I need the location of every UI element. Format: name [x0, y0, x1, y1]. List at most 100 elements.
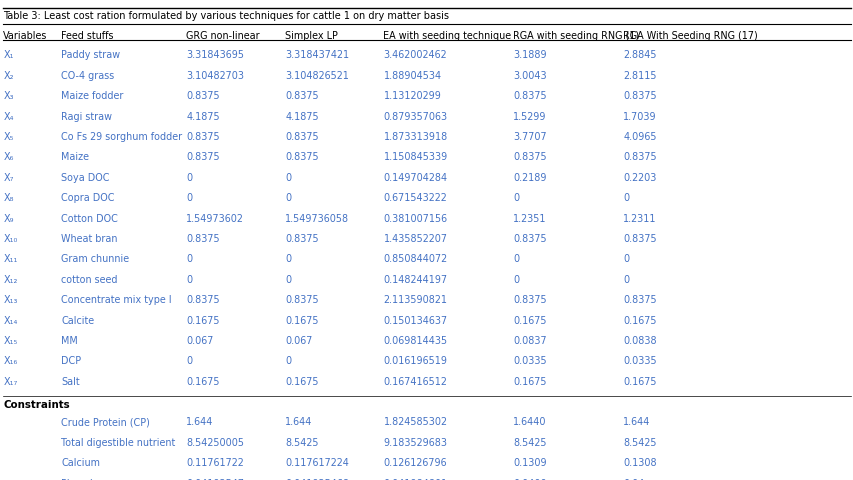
- Text: cotton seed: cotton seed: [61, 275, 118, 285]
- Text: 0.1675: 0.1675: [186, 377, 219, 387]
- Text: X₁₂: X₁₂: [3, 275, 18, 285]
- Text: 0.1675: 0.1675: [285, 316, 318, 325]
- Text: Calcium: Calcium: [61, 458, 101, 468]
- Text: 8.54250005: 8.54250005: [186, 438, 244, 448]
- Text: 0.8375: 0.8375: [186, 132, 219, 142]
- Text: 0.381007156: 0.381007156: [383, 214, 447, 224]
- Text: 3.0043: 3.0043: [513, 71, 546, 81]
- Text: EA with seeding technique: EA with seeding technique: [383, 31, 511, 41]
- Text: 0.8375: 0.8375: [186, 153, 219, 162]
- Text: 0.8375: 0.8375: [623, 295, 656, 305]
- Text: 0.1675: 0.1675: [186, 316, 219, 325]
- Text: 0: 0: [623, 254, 629, 264]
- Text: CO-4 grass: CO-4 grass: [61, 71, 114, 81]
- Text: 9.183529683: 9.183529683: [383, 438, 447, 448]
- Text: 0.8375: 0.8375: [623, 234, 656, 244]
- Text: DCP: DCP: [61, 356, 82, 366]
- Text: X₂: X₂: [3, 71, 14, 81]
- Text: 1.873313918: 1.873313918: [383, 132, 447, 142]
- Text: 1.88904534: 1.88904534: [383, 71, 441, 81]
- Text: 0: 0: [186, 275, 192, 285]
- Text: 0.1675: 0.1675: [513, 377, 546, 387]
- Text: Table 3: Least cost ration formulated by various techniques for cattle 1 on dry : Table 3: Least cost ration formulated by…: [3, 11, 449, 21]
- Text: Total digestible nutrient: Total digestible nutrient: [61, 438, 176, 448]
- Text: Simplex LP: Simplex LP: [285, 31, 338, 41]
- Text: 0.041984801: 0.041984801: [383, 479, 447, 480]
- Text: 0.8375: 0.8375: [285, 153, 318, 162]
- Text: Cotton DOC: Cotton DOC: [61, 214, 119, 224]
- Text: Variables: Variables: [3, 31, 48, 41]
- Text: Constraints: Constraints: [3, 400, 70, 410]
- Text: Crude Protein (CP): Crude Protein (CP): [61, 418, 150, 427]
- Text: Maize fodder: Maize fodder: [61, 91, 124, 101]
- Text: Salt: Salt: [61, 377, 80, 387]
- Text: 3.7707: 3.7707: [513, 132, 546, 142]
- Text: 0: 0: [186, 173, 192, 183]
- Text: 0.1308: 0.1308: [623, 458, 656, 468]
- Text: 1.6440: 1.6440: [513, 418, 546, 427]
- Text: 0.0335: 0.0335: [623, 356, 656, 366]
- Text: Gram chunnie: Gram chunnie: [61, 254, 130, 264]
- Text: 3.104826521: 3.104826521: [285, 71, 349, 81]
- Text: 3.31843695: 3.31843695: [186, 50, 244, 60]
- Text: X₁₆: X₁₆: [3, 356, 18, 366]
- Text: 1.644: 1.644: [186, 418, 213, 427]
- Text: 1.824585302: 1.824585302: [383, 418, 447, 427]
- Text: 0.1675: 0.1675: [513, 316, 546, 325]
- Text: 0.0335: 0.0335: [513, 356, 546, 366]
- Text: 0.1675: 0.1675: [285, 377, 318, 387]
- Text: 0.04: 0.04: [623, 479, 644, 480]
- Text: 0.8375: 0.8375: [186, 91, 219, 101]
- Text: 0.149704284: 0.149704284: [383, 173, 447, 183]
- Text: Wheat bran: Wheat bran: [61, 234, 118, 244]
- Text: 0.1675: 0.1675: [623, 316, 656, 325]
- Text: 4.1875: 4.1875: [186, 111, 219, 121]
- Text: Feed stuffs: Feed stuffs: [61, 31, 113, 41]
- Text: 0.0838: 0.0838: [623, 336, 656, 346]
- Text: 0.167416512: 0.167416512: [383, 377, 447, 387]
- Text: 3.462002462: 3.462002462: [383, 50, 447, 60]
- Text: 1.7039: 1.7039: [623, 111, 656, 121]
- Text: X₁₅: X₁₅: [3, 336, 18, 346]
- Text: X₁: X₁: [3, 50, 14, 60]
- Text: 3.1889: 3.1889: [513, 50, 546, 60]
- Text: GRG non-linear: GRG non-linear: [186, 31, 259, 41]
- Text: 0.8375: 0.8375: [623, 91, 656, 101]
- Text: 3.10482703: 3.10482703: [186, 71, 244, 81]
- Text: Soya DOC: Soya DOC: [61, 173, 110, 183]
- Text: 0.8375: 0.8375: [186, 295, 219, 305]
- Text: 0: 0: [186, 356, 192, 366]
- Text: 0.150134637: 0.150134637: [383, 316, 447, 325]
- Text: X₈: X₈: [3, 193, 14, 203]
- Text: 0.1675: 0.1675: [623, 377, 656, 387]
- Text: 0: 0: [285, 193, 291, 203]
- Text: RGA With Seeding RNG (17): RGA With Seeding RNG (17): [623, 31, 757, 41]
- Text: X₉: X₉: [3, 214, 14, 224]
- Text: 8.5425: 8.5425: [623, 438, 656, 448]
- Text: X₁₃: X₁₃: [3, 295, 18, 305]
- Text: 0: 0: [513, 254, 519, 264]
- Text: MM: MM: [61, 336, 78, 346]
- Text: 0.2189: 0.2189: [513, 173, 546, 183]
- Text: 1.2351: 1.2351: [513, 214, 546, 224]
- Text: 0: 0: [186, 254, 192, 264]
- Text: 0.8375: 0.8375: [513, 91, 546, 101]
- Text: 0.671543222: 0.671543222: [383, 193, 447, 203]
- Text: 2.8845: 2.8845: [623, 50, 656, 60]
- Text: 2.113590821: 2.113590821: [383, 295, 447, 305]
- Text: 1.644: 1.644: [285, 418, 312, 427]
- Text: Paddy straw: Paddy straw: [61, 50, 120, 60]
- Text: X₁₁: X₁₁: [3, 254, 18, 264]
- Text: 1.54973602: 1.54973602: [186, 214, 244, 224]
- Text: 0: 0: [285, 275, 291, 285]
- Text: 0.8375: 0.8375: [513, 234, 546, 244]
- Text: 0.0400: 0.0400: [513, 479, 546, 480]
- Text: X₁₇: X₁₇: [3, 377, 18, 387]
- Text: 1.435852207: 1.435852207: [383, 234, 447, 244]
- Text: RGA with seeding RNG (1): RGA with seeding RNG (1): [513, 31, 639, 41]
- Text: 0: 0: [623, 275, 629, 285]
- Text: 0.016196519: 0.016196519: [383, 356, 447, 366]
- Text: Maize: Maize: [61, 153, 90, 162]
- Text: 1.13120299: 1.13120299: [383, 91, 441, 101]
- Text: X₁₄: X₁₄: [3, 316, 18, 325]
